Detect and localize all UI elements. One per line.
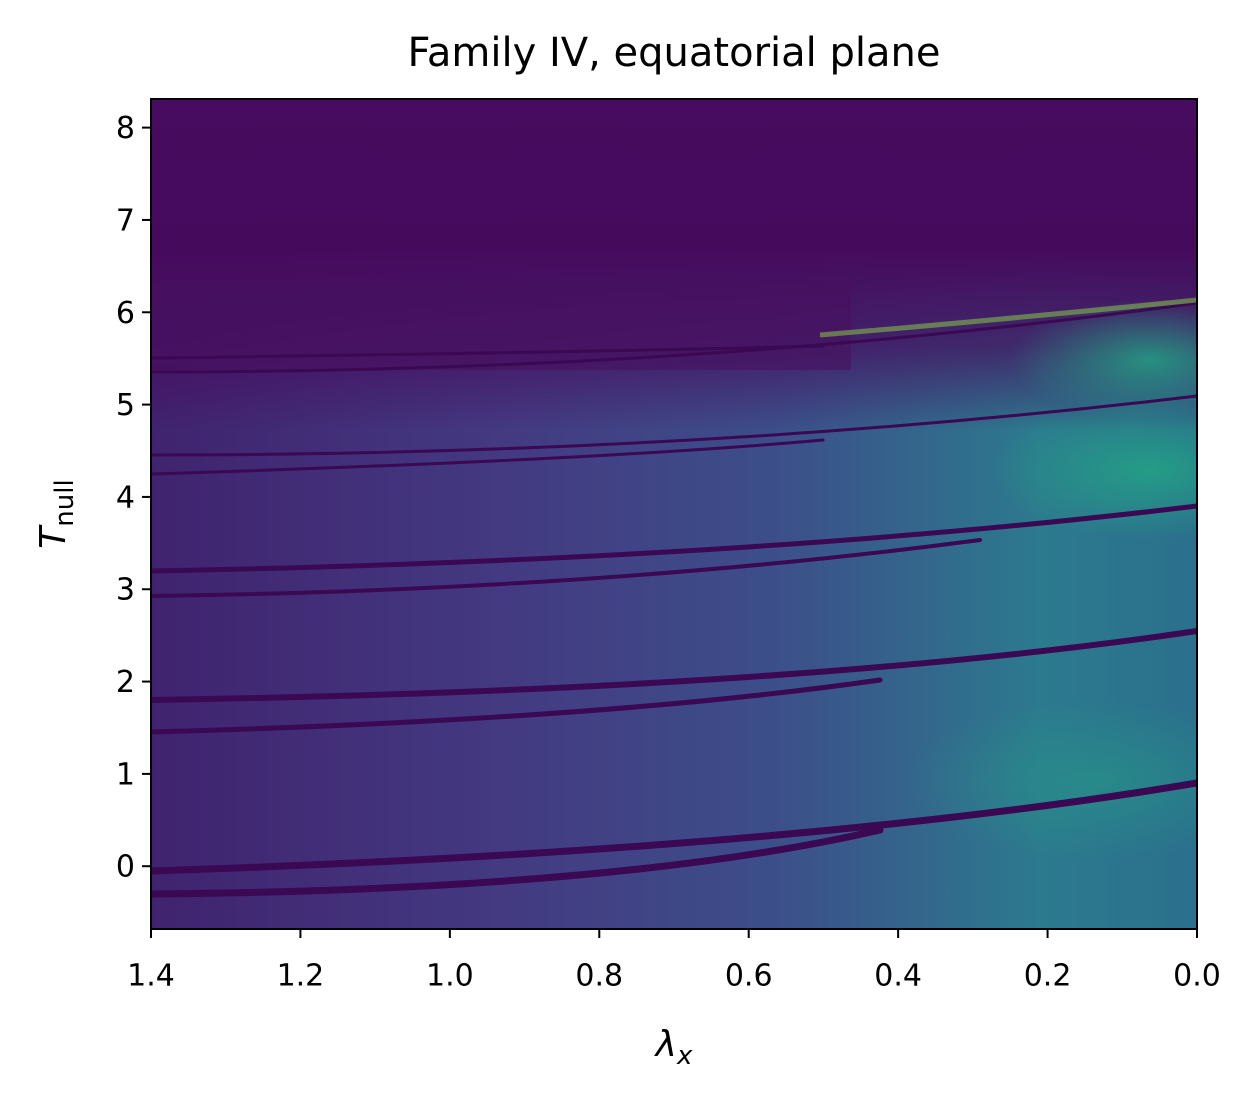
chart-title: Family IV, equatorial plane — [408, 30, 941, 76]
x-tick-label: 1.2 — [277, 959, 325, 994]
x-tick-label: 0.6 — [725, 959, 773, 994]
y-axis-label: Tnull — [33, 479, 80, 548]
y-tick-label: 3 — [116, 573, 135, 608]
x-label-sub: x — [676, 1041, 693, 1071]
heatmap — [151, 99, 1197, 929]
y-tick-label: 1 — [116, 757, 135, 792]
y-tick-label: 7 — [116, 203, 135, 238]
y-tick-label: 0 — [116, 850, 135, 885]
y-label-symbol: T — [33, 524, 74, 549]
x-tick-label: 1.0 — [426, 959, 474, 994]
x-label-symbol: λ — [654, 1024, 677, 1065]
plot-frame — [150, 98, 1198, 930]
y-label-sub: null — [50, 479, 80, 526]
x-tick-label: 0.4 — [874, 959, 922, 994]
x-tick-label: 0.0 — [1173, 959, 1221, 994]
y-tick-label: 4 — [116, 480, 135, 515]
y-tick-label: 2 — [116, 665, 135, 700]
y-tick-label: 8 — [116, 111, 135, 146]
x-axis-label: λx — [654, 1024, 693, 1071]
x-tick-label: 0.8 — [575, 959, 623, 994]
x-tick-label: 1.4 — [127, 959, 175, 994]
y-tick-label: 5 — [116, 388, 135, 423]
y-tick-label: 6 — [116, 296, 135, 331]
x-tick-label: 0.2 — [1024, 959, 1072, 994]
